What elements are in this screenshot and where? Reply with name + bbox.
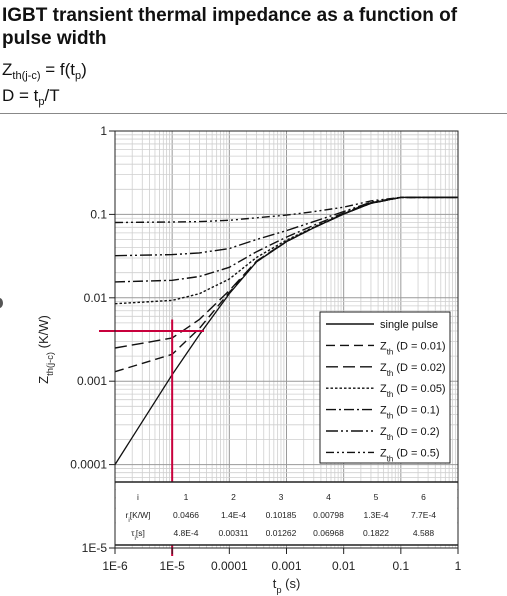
table-index-cell: 1 [184, 492, 189, 502]
legend-label: Zth (D = 0.1) [380, 405, 439, 421]
table-tau-cell: 0.00311 [218, 528, 248, 538]
table-tau-cell: 0.01262 [266, 528, 297, 538]
y-tick-label: 0.01 [84, 291, 108, 305]
table-tau-cell: 4.8E-4 [173, 528, 198, 538]
legend-label: Zth (D = 0.05) [380, 383, 446, 399]
series-line-6 [114, 196, 458, 224]
table-r-cell: 0.0466 [173, 510, 199, 520]
table-index-cell: 2 [231, 492, 236, 502]
legend-label: Zth (D = 0.5) [380, 447, 439, 463]
y-tick-label: 1 [100, 124, 107, 138]
legend: single pulse Zth (D = 0.01) Zth (D = 0.02)… [319, 311, 451, 464]
x-tick-label: 1E-6 [102, 559, 128, 573]
table-index-cell: 3 [279, 492, 284, 502]
y-tick-label: 0.0001 [70, 458, 107, 472]
legend-label: Zth (D = 0.01) [380, 340, 446, 356]
series-line-4 [114, 196, 458, 283]
table-r-header: ri[K/W] [126, 510, 151, 524]
formula-duty: D = tp/T [2, 86, 60, 108]
y-tick-label: 0.1 [90, 207, 107, 221]
chart-title: IGBT transient thermal impedance as a fu… [2, 5, 458, 49]
thermal-table: i ri[K/W] τi[s] 1 0.0466 4.8E-4 2 1.4E-4 0.00311… [115, 481, 458, 546]
series-lines [114, 196, 458, 465]
formula-zth: Zth(j-c) = f(tp) [2, 60, 87, 82]
header-divider [0, 113, 507, 114]
y-tick-label: 0.001 [77, 374, 107, 388]
x-tick-label: 1E-5 [159, 559, 185, 573]
table-r-cell: 1.3E-4 [363, 510, 388, 520]
x-tick-label: 0.001 [271, 559, 301, 573]
table-index-header: i [137, 492, 139, 502]
table-r-cell: 0.10185 [266, 510, 297, 520]
legend-label: single pulse [380, 319, 438, 331]
y-tick-label: 1E-5 [82, 541, 108, 555]
legend-label: Zth (D = 0.2) [380, 426, 439, 442]
series-line-3 [114, 196, 458, 305]
axes: 1E-5 0.0001 0.001 0.01 0.1 1 1E-6 1E-5 0.0001 0.0… [36, 124, 462, 595]
y-axis-label: Zth(j-c) (K/W) [36, 315, 55, 384]
table-index-cell: 4 [326, 492, 331, 502]
x-tick-label: 0.0001 [211, 559, 248, 573]
table-r-cell: 1.4E-4 [221, 510, 246, 520]
series-line-5 [114, 196, 458, 257]
table-index-cell: 5 [374, 492, 379, 502]
table-index-cell: 6 [421, 492, 426, 502]
table-bg [116, 482, 457, 545]
x-tick-label: 1 [455, 559, 462, 573]
edge-handle [0, 298, 3, 308]
x-tick-label: 0.01 [332, 559, 356, 573]
legend-label: Zth (D = 0.02) [380, 362, 446, 378]
x-tick-label: 0.1 [392, 559, 409, 573]
x-axis-label: tp (s) [273, 576, 301, 595]
table-r-cell: 7.7E-4 [411, 510, 436, 520]
table-tau-cell: 4.588 [413, 528, 435, 538]
table-tau-cell: 0.1822 [363, 528, 389, 538]
table-r-cell: 0.00798 [313, 510, 344, 520]
table-tau-header: τi[s] [131, 528, 145, 542]
table-tau-cell: 0.06968 [313, 528, 344, 538]
